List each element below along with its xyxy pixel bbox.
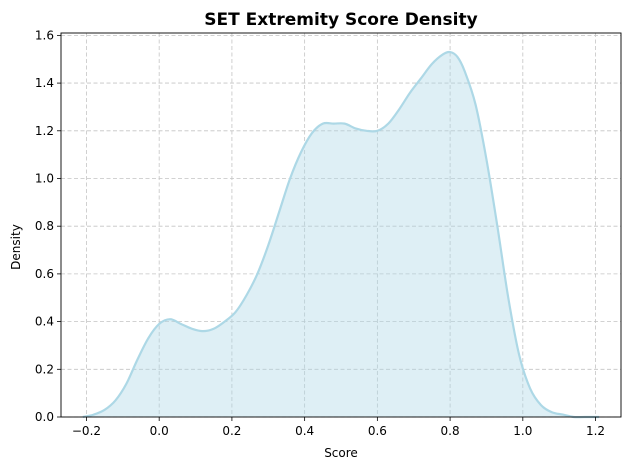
chart-title: SET Extremity Score Density: [204, 10, 477, 30]
x-tick-label: 1.0: [513, 424, 532, 438]
y-axis: 0.0 0.2 0.4 0.6 0.8 1.0 1.2 1.4 1.6: [35, 28, 61, 424]
x-tick-label: 0.4: [295, 424, 314, 438]
y-tick-label: 0.0: [35, 410, 54, 424]
y-tick-label: 1.4: [35, 76, 54, 90]
density-area: [82, 51, 600, 418]
y-tick-label: 1.2: [35, 124, 54, 138]
y-tick-label: 0.8: [35, 219, 54, 233]
y-tick-label: 0.2: [35, 362, 54, 376]
x-tick-label: 0.8: [441, 424, 460, 438]
x-tick-label: −0.2: [72, 424, 101, 438]
y-tick-label: 1.0: [35, 171, 54, 185]
x-tick-label: 0.0: [150, 424, 169, 438]
x-tick-label: 0.2: [222, 424, 241, 438]
x-axis: −0.2 0.0 0.2 0.4 0.6 0.8 1.0 1.2: [72, 417, 605, 438]
x-tick-label: 1.2: [586, 424, 605, 438]
y-tick-label: 1.6: [35, 28, 54, 42]
y-tick-label: 0.6: [35, 267, 54, 281]
y-tick-label: 0.4: [35, 315, 54, 329]
x-axis-label: Score: [324, 446, 358, 460]
plot-frame: [60, 32, 622, 418]
axes-frame: [60, 32, 622, 418]
density-line: [82, 50, 600, 419]
x-tick-label: 0.6: [368, 424, 387, 438]
y-axis-label: Density: [9, 224, 23, 270]
plot-marks: [82, 50, 600, 419]
